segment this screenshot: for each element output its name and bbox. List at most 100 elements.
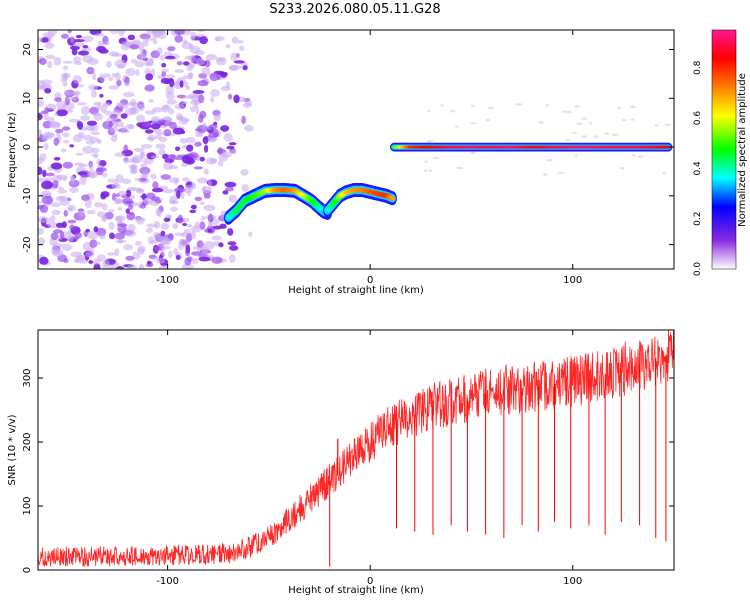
noise-blob [47,30,58,36]
noise-blob [50,232,59,241]
noise-blob [183,95,194,99]
noise-blob [427,139,434,143]
noise-blob [77,50,90,56]
noise-blob [102,264,114,269]
noise-blob [233,60,245,64]
noise-blob [56,100,67,109]
noise-blob [150,173,157,180]
noise-blob [224,181,237,188]
colorbar: 0.0 0.2 0.4 0.6 0.8 Normalized spectral ampl… [693,29,748,276]
noise-blob [169,121,177,130]
noise-blob [38,177,45,183]
noise-blob [100,191,110,198]
noise-blob [91,89,97,99]
noise-blob [45,54,56,60]
noise-blob [67,204,76,212]
noise-blob [180,101,189,105]
y-tick-label: 100 [22,496,33,515]
noise-blob [66,97,77,101]
figure-title: S233.2026.080.05.11.G28 [269,2,440,17]
noise-blob [470,122,477,125]
noise-blob [216,57,227,66]
noise-blob [67,197,72,201]
noise-blob [57,186,64,191]
noise-blob [201,67,211,76]
noise-blob [576,122,583,125]
noise-blob [96,158,101,165]
noise-blob [152,107,164,113]
noise-blob [86,66,95,75]
y-tick-label: 10 [22,92,33,105]
noise-blob [175,254,181,260]
noise-blob [95,241,101,246]
noise-blob [189,43,194,50]
noise-blob [192,90,205,94]
noise-blob [178,242,184,251]
noise-blob [219,223,227,229]
noise-blob [78,208,83,215]
noise-blob [158,149,166,156]
noise-blob [88,260,94,264]
noise-blob [179,138,188,144]
noise-blob [557,171,565,174]
noise-blob [190,231,196,240]
noise-blob [133,147,145,152]
noise-blob [123,144,128,152]
noise-blob [190,31,197,39]
noise-blob [226,145,235,150]
noise-blob [180,162,189,168]
colorbar-ticks: 0.0 0.2 0.4 0.6 0.8 [693,60,703,276]
noise-blob [125,189,132,198]
noise-blob [114,248,120,257]
noise-blob [223,133,233,142]
noise-blob [92,258,101,265]
noise-blob [185,136,196,144]
noise-blob [124,229,137,238]
noise-blob [565,110,573,114]
noise-blob [124,76,130,85]
noise-blob [630,118,635,121]
noise-blob [160,223,170,230]
noise-blob [204,144,209,153]
noise-blob [151,256,160,260]
noise-blob [427,110,431,113]
noise-blob [158,119,166,126]
noise-blob [210,96,215,103]
noise-blob [204,59,211,68]
noise-blob [153,245,162,251]
noise-blob [163,217,171,222]
noise-blob [159,243,166,253]
noise-blob [227,228,234,236]
noise-blob [117,206,122,211]
noise-blob [455,125,459,128]
noise-blob [114,197,121,205]
noise-blob [141,121,152,127]
colorbar-tick-label: 0.4 [693,161,703,176]
noise-blob [202,247,208,254]
noise-blob [209,123,218,130]
noise-blob [43,112,49,121]
noise-blob [167,46,176,52]
noise-blob [86,120,98,126]
noise-blob [178,30,191,36]
noise-blob [63,90,71,96]
noise-blob [470,104,475,108]
noise-blob [111,53,123,57]
noise-blob [112,133,118,138]
noise-blob [163,129,172,137]
noise-blob [45,172,55,177]
noise-blob [147,236,155,245]
noise-blob [174,35,183,43]
noise-blob [109,126,119,133]
noise-blob [161,71,167,77]
noise-blob [123,244,133,251]
noise-blob [63,210,68,217]
noise-blob [170,154,176,161]
noise-blob [187,72,194,77]
noise-blob [139,203,147,209]
noise-blob [39,204,49,214]
noise-blob [213,241,220,247]
y-tick-label: 20 [22,43,33,56]
noise-blob [131,157,140,164]
noise-blob [87,230,99,240]
